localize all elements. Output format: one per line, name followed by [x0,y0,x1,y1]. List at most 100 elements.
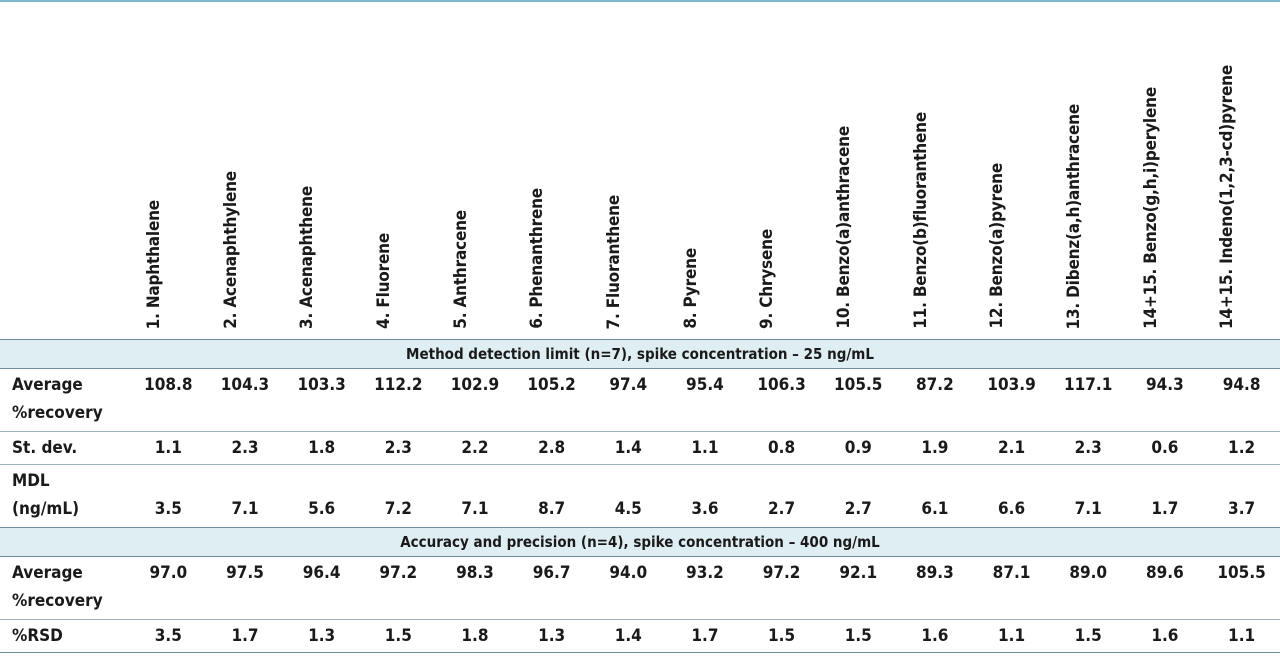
table-cell-empty [1203,589,1280,620]
table-cell-value: 7.2 [384,499,412,519]
table-cell-value: 93.2 [686,563,724,583]
table-cell-empty [820,589,897,620]
table-cell-empty [513,464,590,497]
table-cell-value: 103.9 [987,375,1036,395]
table-cell-empty [207,589,284,620]
table-cell-value: 1.3 [513,619,590,653]
table-cell-empty [590,401,667,432]
column-header: 2. Acenaphthylene [207,2,284,340]
column-header: 6. Phenanthrene [513,2,590,340]
table-cell-empty [1203,401,1280,432]
table-cell-empty [283,464,360,497]
column-header-label: 5. Anthracene [450,210,471,329]
table-cell-value: 105.2 [527,375,576,395]
table-cell-value: 1.3 [283,619,360,653]
table-cell-value: 1.5 [359,619,437,653]
table-cell-empty [1127,589,1204,620]
column-header-label: 11. Benzo(b)fluoranthene [910,112,931,329]
table-cell-value: 1.8 [436,619,514,653]
table-cell-empty [130,589,207,620]
table-cell-empty [973,401,1050,432]
row-label: Average [12,563,83,583]
table-cell-empty [360,401,437,432]
column-header-label: 14+15. Indeno(1,2,3-cd)pyrene [1217,64,1238,329]
row-label: (ng/mL) [12,499,80,519]
column-header: 1. Naphthalene [130,2,207,340]
table-cell-value: 89.6 [1145,563,1184,583]
table-cell-value: 3.5 [154,499,182,519]
row-label: Average [12,375,83,395]
table-cell-empty [283,589,360,620]
table-cell-empty [436,464,514,497]
table-cell-empty [207,401,284,432]
table-cell-value: 1.6 [1126,619,1204,653]
table-cell-value: 97.0 [149,563,188,583]
table-cell-empty [130,464,207,497]
table-cell-empty [360,589,437,620]
table-cell-empty [743,589,820,620]
table-cell-value: 3.5 [130,619,207,653]
table-cell-empty [1049,464,1127,497]
table-row-continuation: (ng/mL) 3.5 7.1 5.6 7.2 7.1 8.7 4.5 3.6 2.7 2.7 6.1… [0,497,1280,528]
table-cell-value: 3.7 [1228,499,1256,519]
table-cell-value: 96.7 [532,563,571,583]
column-header-label: 10. Benzo(a)anthracene [833,126,854,329]
table-cell-empty [589,464,667,497]
table-cell-value: 1.4 [589,619,667,653]
table-cell-value: 2.3 [359,431,437,465]
table-row: Average 97.0 97.5 96.4 97.2 98.3 96.7 94.0 93.2 9… [0,557,1280,590]
table-cell-value: 2.3 [206,431,284,465]
column-header: 9. Chrysene [743,2,820,340]
table-cell-empty [820,401,897,432]
column-header-label: 7. Fluoranthene [603,194,624,329]
column-header-label: 1. Naphthalene [144,199,164,329]
table-cell-value: 94.3 [1145,375,1184,395]
table-cell-value: 1.4 [589,431,667,465]
table-cell-value: 0.9 [819,431,897,465]
table-cell-empty [743,401,820,432]
table-cell-empty [437,401,514,432]
column-header-label: 6. Phenanthrene [527,188,548,329]
table-cell-value: 1.9 [896,431,974,465]
table-cell-value: 4.5 [614,499,642,519]
table-cell-value: 1.1 [666,431,744,465]
table-cell-empty [973,464,1050,497]
table-cell-value: 1.8 [283,431,360,465]
table-cell-value: 98.3 [456,563,494,583]
table-cell-value: 106.3 [757,375,806,395]
column-header: 13. Dibenz(a,h)anthracene [1050,2,1127,340]
column-header-label: 14+15. Benzo(g,h,i)perylene [1140,87,1161,329]
column-header-label: 4. Fluorene [373,233,394,329]
table-cell-empty [1203,464,1280,497]
table-cell-empty [1050,401,1127,432]
table-cell-empty [130,401,207,432]
table-row-continuation: %recovery [0,401,1280,432]
column-header: 14+15. Benzo(g,h,i)perylene [1127,2,1204,340]
table-row-continuation: %recovery [0,589,1280,620]
table-cell-value: 103.3 [297,375,346,395]
table-cell-value: 1.1 [130,431,207,465]
section-title: Method detection limit (n=7), spike conc… [0,339,1280,369]
table-cell-value: 89.0 [1069,563,1108,583]
table-cell-value: 108.8 [144,375,193,395]
table-cell-value: 105.5 [834,375,883,395]
table-cell-value: 1.6 [896,619,974,653]
table-cell-value: 97.4 [609,375,648,395]
column-header-label: 9. Chrysene [757,229,778,329]
table-cell-empty [513,589,590,620]
table-cell-value: 1.7 [1151,499,1179,519]
table-cell-value: 1.5 [819,619,897,653]
table-cell-value: 1.7 [666,619,744,653]
table-cell-value: 97.5 [226,563,264,583]
table-cell-value: 1.5 [743,619,820,653]
column-header-label: 3. Acenaphthene [297,186,318,329]
table-cell-value: 2.7 [768,499,796,519]
table-cell-value: 3.6 [691,499,719,519]
column-header: 10. Benzo(a)anthracene [820,2,897,340]
table-cell-value: 2.7 [844,499,872,519]
column-header-label: 12. Benzo(a)pyrene [987,163,1008,329]
table-cell-value: 5.6 [308,499,336,519]
table-cell-value: 1.1 [973,619,1050,653]
table-cell-empty [743,464,820,497]
